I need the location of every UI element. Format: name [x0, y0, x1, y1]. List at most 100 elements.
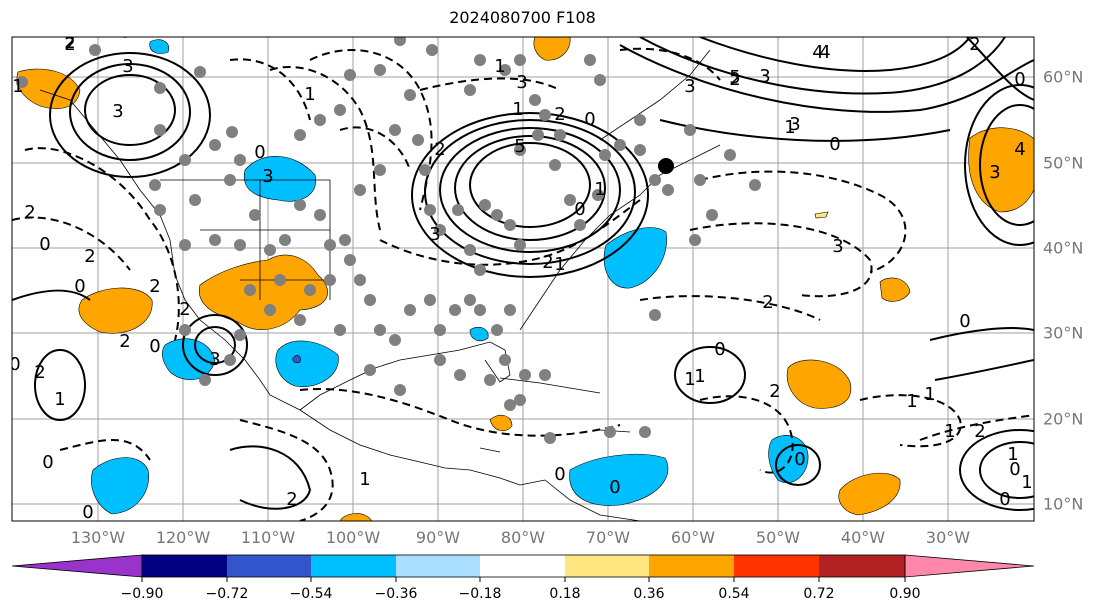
contour-label: 0 — [82, 502, 93, 523]
colorbar-tick-label: 0.36 — [633, 586, 665, 602]
contour-label: 1 — [594, 179, 605, 200]
latitude-label: 40°N — [1043, 238, 1084, 258]
contour-label: 0 — [39, 234, 50, 255]
grey-dot — [514, 239, 526, 251]
longitude-label: 70°W — [585, 528, 631, 547]
grey-dot — [89, 44, 101, 56]
grey-dot — [452, 204, 464, 216]
grey-dot — [434, 224, 446, 236]
contour-label: 5 — [514, 136, 525, 157]
grey-dot — [694, 174, 706, 186]
contour-label: 1 — [924, 384, 935, 405]
contour-label: 2 — [119, 331, 130, 352]
colorbar-segment — [311, 555, 396, 577]
grey-dot — [244, 284, 256, 296]
grey-dot — [149, 179, 161, 191]
grey-dot — [389, 334, 401, 346]
grey-dot — [364, 294, 376, 306]
grey-dot — [374, 164, 386, 176]
grey-dot — [539, 109, 551, 121]
contour-label: 0 — [574, 199, 585, 220]
contour-label: 1 — [1007, 444, 1018, 465]
longitude-label: 110°W — [240, 528, 296, 547]
longitude-label: 60°W — [670, 528, 716, 547]
grey-dot — [304, 284, 316, 296]
contour-label: 0 — [74, 276, 85, 297]
grey-dot — [499, 354, 511, 366]
contour-label: 2 — [64, 34, 75, 55]
colorbar-lower-arrow — [11, 554, 143, 578]
grey-dot — [564, 194, 576, 206]
grey-dot — [324, 274, 336, 286]
latitude-label: 30°N — [1043, 323, 1084, 343]
grey-dot — [121, 37, 129, 38]
colorbar-segment — [480, 555, 565, 577]
grey-dot — [16, 76, 28, 88]
grey-dot — [604, 426, 616, 438]
grey-dot — [539, 369, 551, 381]
grey-dot — [479, 199, 491, 211]
grey-dot — [504, 304, 516, 316]
grey-dot — [334, 324, 346, 336]
grey-dot — [314, 209, 326, 221]
colorbar-outline — [141, 554, 906, 578]
grey-dot — [499, 64, 511, 76]
colorbar-tick-label: 0.72 — [803, 586, 835, 602]
grey-dot — [226, 126, 238, 138]
grey-dot — [491, 324, 503, 336]
contour-label: 3 — [684, 76, 695, 97]
contour-label: 2 — [729, 69, 740, 90]
grey-dot — [474, 304, 486, 316]
grey-dot — [649, 174, 661, 186]
grey-dot — [514, 144, 526, 156]
contour-label: 2 — [24, 202, 35, 223]
contour-label: 3 — [209, 349, 220, 370]
grey-dot — [274, 274, 286, 286]
contour-label: 0 — [149, 336, 160, 357]
grey-dot — [474, 54, 486, 66]
grey-dot — [529, 94, 541, 106]
contour-label: 0 — [794, 449, 805, 470]
colorbar-tick-label: 0.90 — [889, 586, 921, 602]
grey-dot — [179, 239, 191, 251]
latitude-label: 20°N — [1043, 409, 1084, 429]
contour-label: 3 — [989, 162, 1000, 183]
map-frame — [11, 36, 1035, 522]
colorbar-segment — [142, 555, 227, 577]
grey-dot — [684, 124, 696, 136]
contour-label: 3 — [112, 101, 123, 122]
contour-label: 0 — [42, 452, 53, 473]
grey-dot — [344, 254, 356, 266]
black-dot — [658, 158, 674, 174]
grey-dot — [434, 324, 446, 336]
grey-dot — [294, 199, 306, 211]
grey-dot — [209, 234, 221, 246]
contour-label: 2 — [34, 362, 45, 383]
grey-dot — [484, 374, 496, 386]
longitude-label: 120°W — [155, 528, 211, 547]
latitude-label: 50°N — [1043, 153, 1084, 173]
colorbar-segment — [819, 555, 905, 577]
grey-dot — [234, 154, 246, 166]
contour-label: 0 — [999, 489, 1010, 510]
grey-dot — [424, 294, 436, 306]
contour-label: 1 — [784, 117, 795, 138]
grey-dots — [16, 37, 761, 444]
grey-dot — [294, 129, 306, 141]
grey-dot — [592, 189, 604, 201]
contour-label: 2 — [149, 276, 160, 297]
latitude-label: 10°N — [1043, 494, 1084, 514]
grey-dot — [706, 209, 718, 221]
contour-label: 0 — [959, 311, 970, 332]
contour-label: 1 — [906, 391, 917, 412]
colorbar-segment — [734, 555, 819, 577]
grey-dot — [394, 37, 406, 46]
longitude-label: 80°W — [500, 528, 546, 547]
contour-label: 1 — [12, 76, 23, 97]
grey-dot — [532, 129, 544, 141]
grey-dot — [412, 134, 424, 146]
grey-dot — [354, 184, 366, 196]
grey-dot — [374, 324, 386, 336]
contour-label: 1 — [554, 254, 565, 275]
